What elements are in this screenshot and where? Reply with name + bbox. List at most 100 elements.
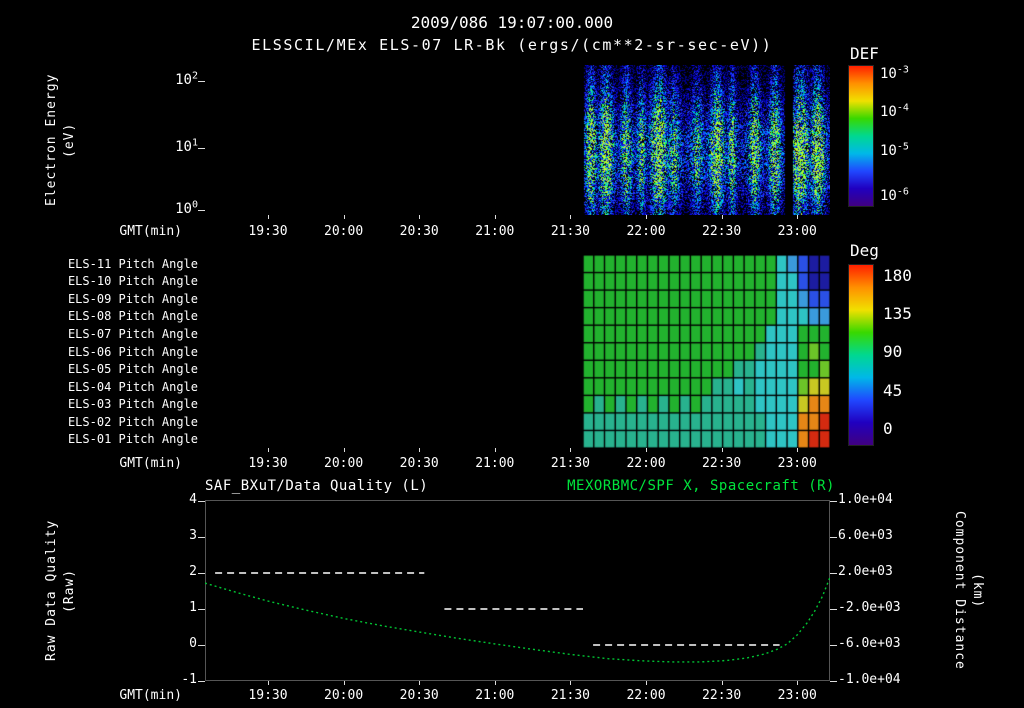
time-tick-label: 21:30 xyxy=(550,456,590,471)
axis-tick xyxy=(419,215,420,219)
axis-tick xyxy=(419,681,420,685)
axis-tick xyxy=(344,215,345,219)
axis-tick xyxy=(198,537,205,538)
axis-tick xyxy=(797,448,798,452)
axis-tick xyxy=(570,448,571,452)
time-tick-label: 22:30 xyxy=(702,224,742,239)
time-tick-label: 22:30 xyxy=(702,456,742,471)
quality-tick-label: 2 xyxy=(189,564,197,579)
deg-colorbar-title: Deg xyxy=(850,241,879,260)
pitch-row-label: ELS-09 Pitch Angle xyxy=(67,291,198,306)
deg-tick-label: 180 xyxy=(883,266,912,285)
quality-distance-plot xyxy=(205,500,830,681)
def-tick-label: 10-6 xyxy=(880,186,909,205)
axis-tick xyxy=(830,609,837,610)
def-colorbar xyxy=(848,65,874,207)
gmt-label: GMT(min) xyxy=(119,688,182,703)
axis-tick xyxy=(830,573,837,574)
time-tick-label: 19:30 xyxy=(248,688,288,703)
time-tick-label: 19:30 xyxy=(248,456,288,471)
distance-tick-label: -2.0e+03 xyxy=(838,600,901,615)
pitch-angle-heatmap-canvas xyxy=(205,255,830,448)
time-tick-label: 19:30 xyxy=(248,224,288,239)
distance-tick-label: 1.0e+04 xyxy=(838,492,893,507)
bottom-left-y-axis-title: Raw Data Quality (Raw) xyxy=(44,500,77,681)
time-tick-label: 20:00 xyxy=(324,688,364,703)
plot-frame xyxy=(205,500,830,681)
axis-tick xyxy=(344,448,345,452)
spectrogram-y-axis-title-line1: Electron Energy xyxy=(44,73,59,207)
time-tick-label: 23:00 xyxy=(777,688,817,703)
page-title: 2009/086 19:07:00.000 xyxy=(410,13,614,32)
axis-tick xyxy=(646,215,647,219)
pitch-row-label: ELS-11 Pitch Angle xyxy=(67,256,198,271)
axis-tick xyxy=(268,215,269,219)
distance-tick-label: 2.0e+03 xyxy=(838,564,893,579)
spectrogram-y-axis-title-line2: (eV) xyxy=(62,122,77,158)
axis-tick xyxy=(419,448,420,452)
pitch-row-label: ELS-02 Pitch Angle xyxy=(67,414,198,429)
time-tick-label: 23:00 xyxy=(777,224,817,239)
quality-tick-label: 0 xyxy=(189,636,197,651)
bottom-left-y-axis-title-line2: (Raw) xyxy=(62,568,77,613)
bottom-right-y-axis-title-line1: Component Distance xyxy=(952,511,967,670)
deg-tick-label: 45 xyxy=(883,381,903,401)
electron-energy-spectrogram-canvas xyxy=(205,65,830,215)
axis-tick xyxy=(722,681,723,685)
energy-tick-label: 100 xyxy=(175,199,198,218)
time-tick-label: 21:00 xyxy=(475,456,515,471)
axis-tick xyxy=(198,681,205,682)
time-tick-label: 20:30 xyxy=(399,456,439,471)
axis-tick xyxy=(495,215,496,219)
energy-tick-label: 101 xyxy=(175,137,198,155)
axis-tick xyxy=(722,448,723,452)
pitch-row-label: ELS-10 Pitch Angle xyxy=(67,274,198,289)
bottom-left-y-axis-title-line1: Raw Data Quality xyxy=(44,519,59,662)
pitch-row-label: ELS-01 Pitch Angle xyxy=(67,432,198,447)
axis-tick xyxy=(198,645,205,646)
time-tick-label: 22:00 xyxy=(626,224,666,239)
time-tick-label: 20:00 xyxy=(324,456,364,471)
time-tick-label: 22:30 xyxy=(702,688,742,703)
def-colorbar-title: DEF xyxy=(850,44,879,63)
axis-tick xyxy=(198,573,205,574)
axis-tick xyxy=(198,609,205,610)
time-tick-label: 22:00 xyxy=(626,688,666,703)
axis-tick xyxy=(646,448,647,452)
time-tick-label: 20:00 xyxy=(324,224,364,239)
bottom-right-y-axis-title-line2: (km) xyxy=(970,572,985,609)
deg-tick-label: 135 xyxy=(883,304,912,324)
pitch-row-label: ELS-03 Pitch Angle xyxy=(67,397,198,412)
time-axis-bottom: GMT(min) 19:30 20:00 20:30 21:00 21:30 22:00 22… xyxy=(0,688,1024,704)
bottom-right-y-axis-title: Component Distance (km) xyxy=(952,500,985,681)
pitch-row-label: ELS-07 Pitch Angle xyxy=(67,326,198,341)
deg-tick-label: 90 xyxy=(883,342,903,362)
axis-tick xyxy=(198,501,205,502)
def-tick-label: 10-4 xyxy=(880,102,909,121)
distance-tick-label: -1.0e+04 xyxy=(838,672,901,687)
axis-tick xyxy=(570,681,571,685)
time-tick-label: 21:30 xyxy=(550,224,590,239)
axis-tick xyxy=(268,448,269,452)
gmt-label: GMT(min) xyxy=(119,456,182,471)
distance-tick-label: -6.0e+03 xyxy=(838,636,901,651)
axis-tick xyxy=(722,215,723,219)
quality-tick-label: -1 xyxy=(181,672,197,687)
def-tick-label: 10-5 xyxy=(880,141,909,160)
pitch-row-label: ELS-06 Pitch Angle xyxy=(67,344,198,359)
deg-tick-label: 0 xyxy=(883,419,893,439)
distance-tick-label: 6.0e+03 xyxy=(838,528,893,543)
bottom-left-series-title: SAF_BXuT/Data Quality (L) xyxy=(205,478,429,494)
time-axis-spectrogram: GMT(min) 19:30 20:00 20:30 21:00 21:30 22:00 22… xyxy=(0,224,1024,240)
def-tick-label: 10-3 xyxy=(880,64,909,82)
axis-tick xyxy=(646,681,647,685)
time-tick-label: 20:30 xyxy=(399,224,439,239)
axis-tick xyxy=(495,681,496,685)
axis-tick xyxy=(268,681,269,685)
spacecraft-x-distance-curve xyxy=(205,577,830,663)
axis-tick xyxy=(198,81,205,82)
deg-colorbar xyxy=(848,264,874,446)
axis-tick xyxy=(570,215,571,219)
axis-tick xyxy=(495,448,496,452)
